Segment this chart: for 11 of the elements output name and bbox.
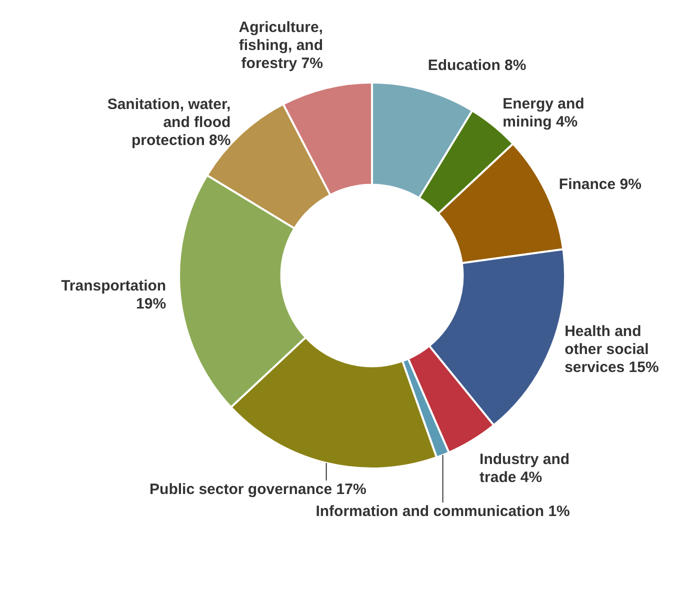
- slice-label: Information and communication 1%: [316, 503, 570, 520]
- slice-label: Finance 9%: [558, 176, 642, 194]
- slice-label: Public sector governance 17%: [150, 481, 366, 498]
- data-label: 19%: [136, 295, 166, 312]
- slice-label: Health and other social services 15%: [564, 323, 659, 376]
- slice-label: Transportation: [61, 277, 166, 294]
- slice-label: Sanitation, water, and flood protection 8%: [107, 96, 231, 149]
- slice-label: Industry and trade 4%: [480, 451, 570, 486]
- slice-label: Education 8%: [428, 56, 526, 74]
- slice-label: Energy and mining 4%: [502, 96, 584, 131]
- slice-label: Agriculture, fishing, and forestry 7%: [238, 19, 323, 72]
